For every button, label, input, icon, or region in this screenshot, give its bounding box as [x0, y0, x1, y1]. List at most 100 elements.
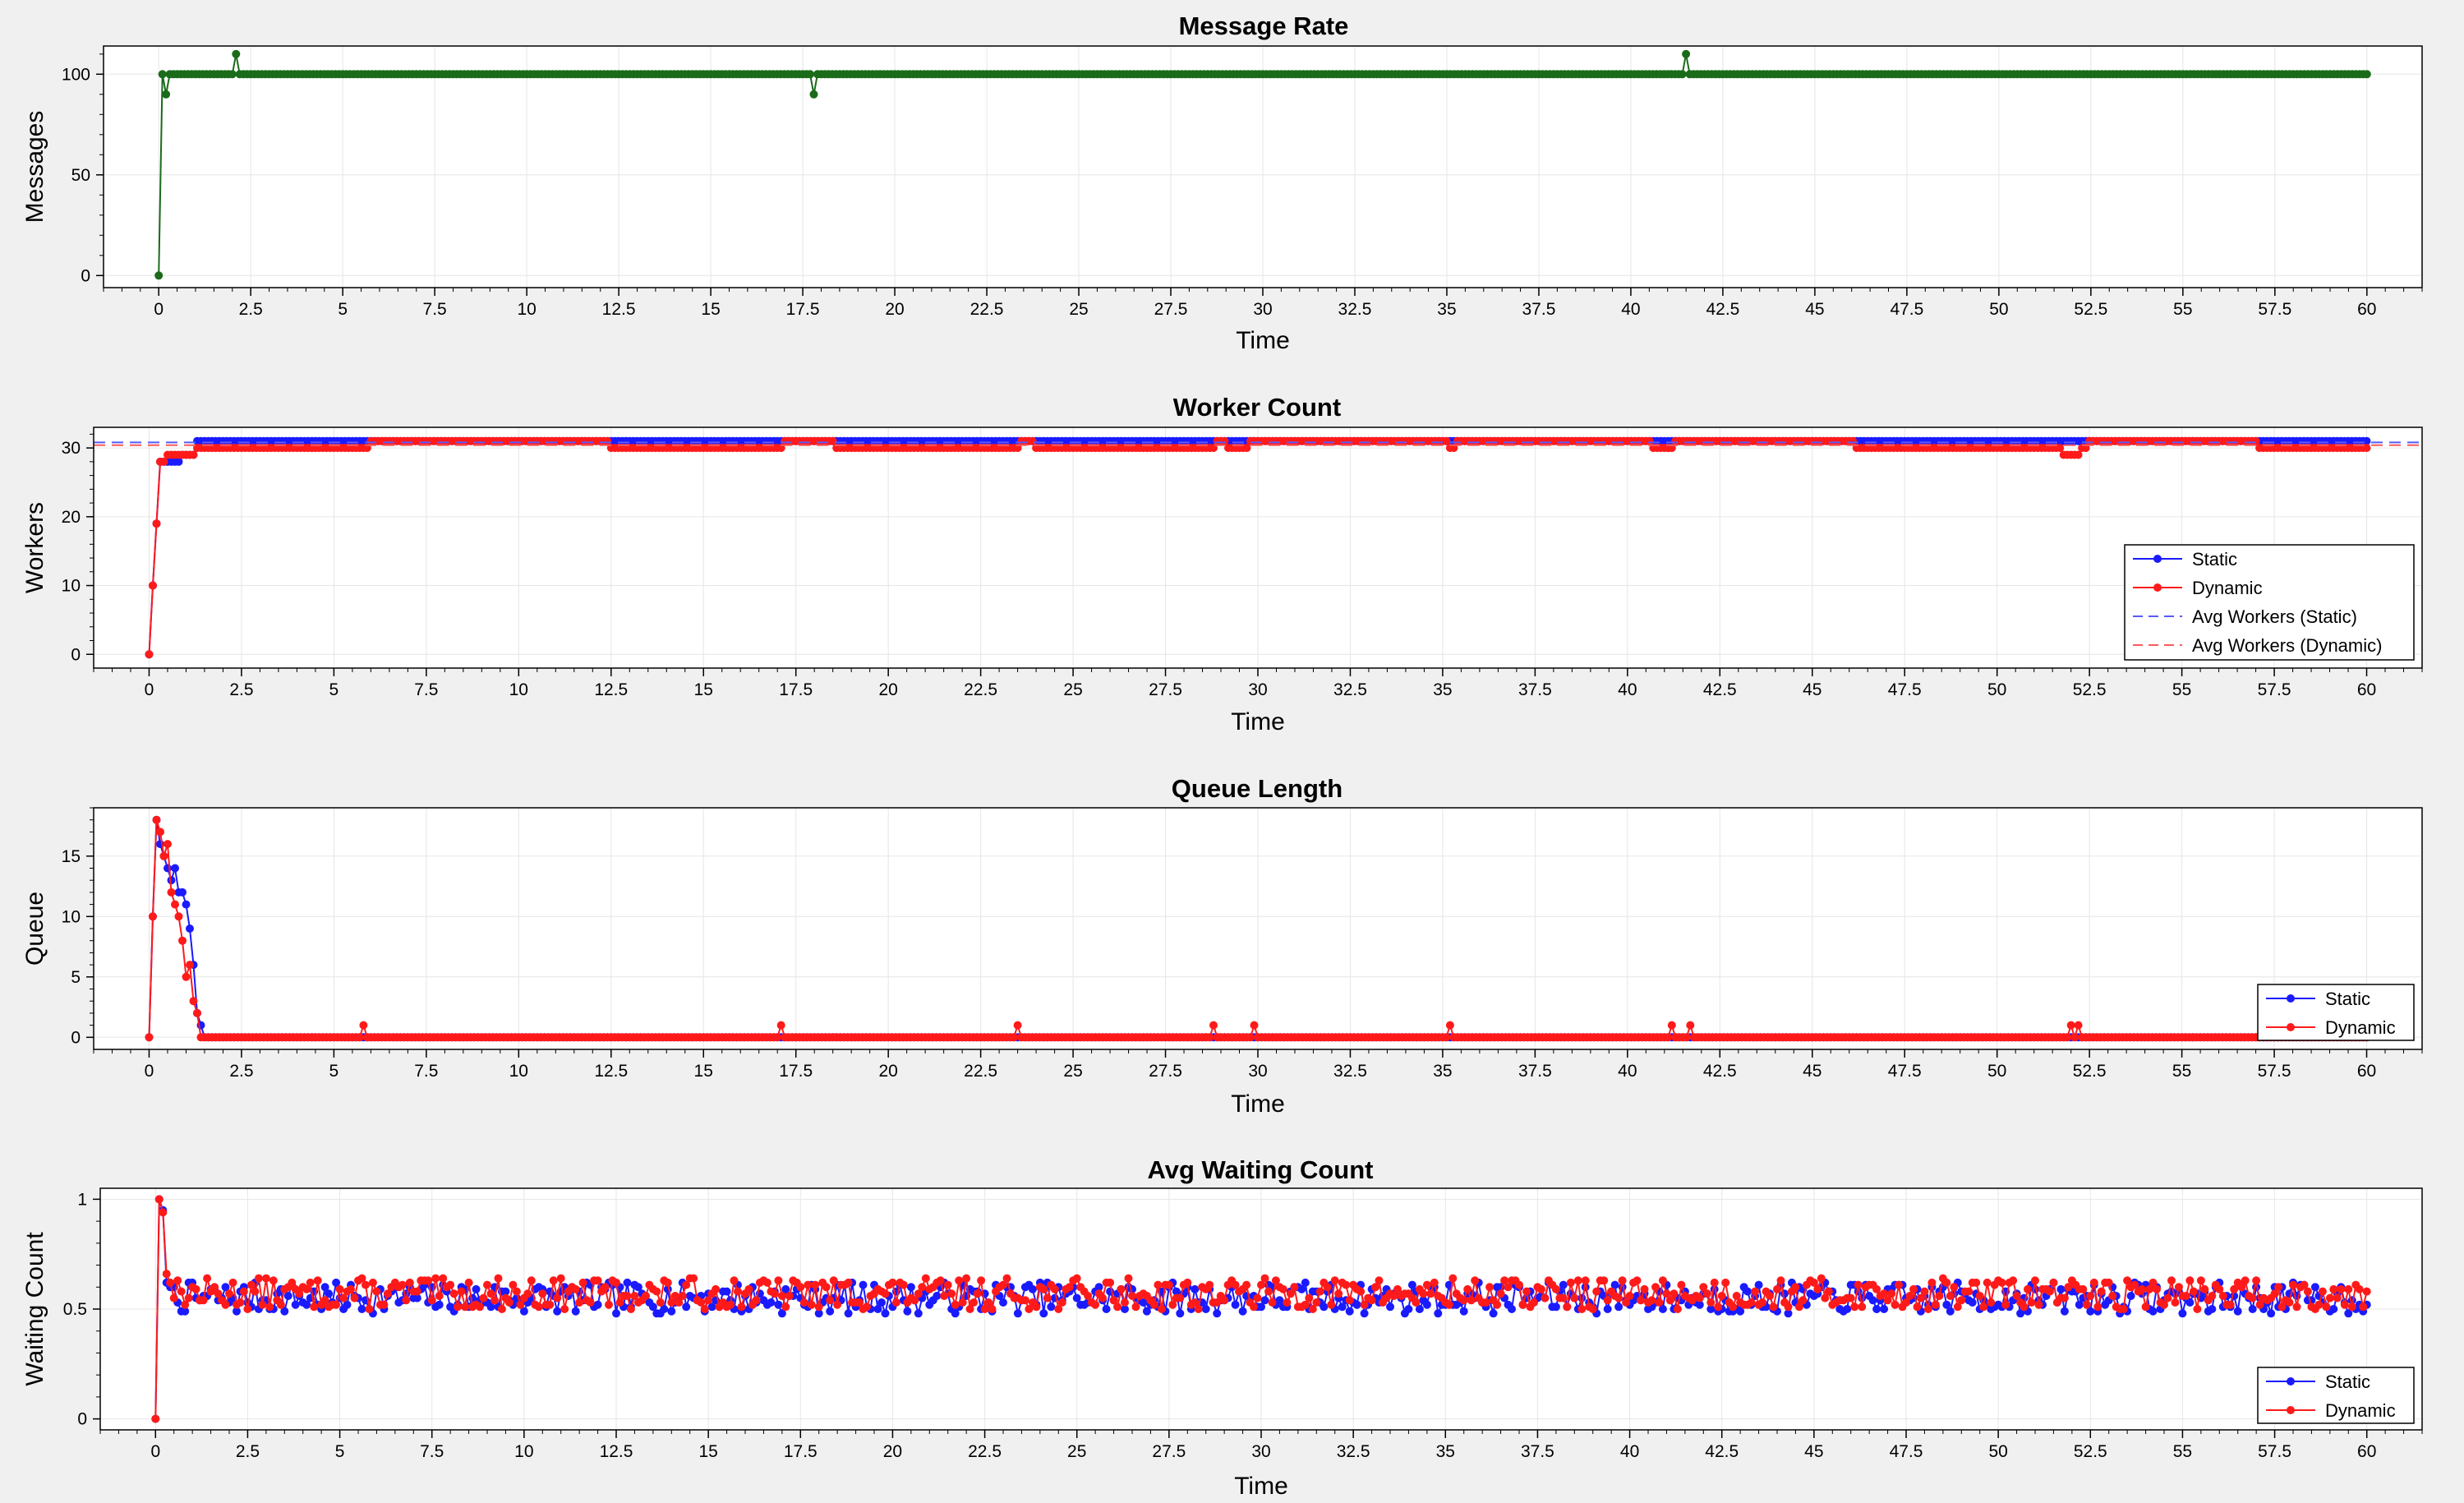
data-point [1342, 1280, 1351, 1289]
data-point [1858, 1302, 1867, 1312]
data-point [2104, 1278, 2113, 1287]
data-point [1039, 1309, 1048, 1318]
data-point [313, 1276, 322, 1285]
data-point [752, 1296, 761, 1305]
data-point [988, 1305, 997, 1313]
data-point [936, 1276, 945, 1285]
data-point [1422, 1300, 1431, 1309]
data-point [2362, 70, 2371, 79]
data-point [479, 1293, 488, 1302]
data-point [167, 888, 176, 897]
data-point [1824, 1287, 1833, 1296]
data-point [1784, 1309, 1793, 1318]
data-point [276, 1300, 285, 1309]
data-point [1566, 1278, 1575, 1287]
data-point [630, 1292, 639, 1300]
data-point [1813, 1284, 1822, 1293]
data-point [1025, 1305, 1034, 1313]
data-point [2237, 1283, 2246, 1292]
data-point [177, 1287, 186, 1296]
data-point [1677, 1280, 1686, 1289]
data-point [1290, 1283, 1299, 1292]
data-point [534, 1302, 543, 1312]
data-point [652, 1287, 661, 1296]
data-point [2193, 1305, 2202, 1313]
data-point [1485, 1283, 1495, 1292]
data-point [1581, 1276, 1590, 1285]
data-point [906, 1283, 915, 1292]
x-tick-label: 50 [1989, 300, 2008, 319]
data-point [1670, 1289, 1679, 1298]
data-point [1651, 1283, 1660, 1292]
data-point [1964, 1287, 1974, 1296]
data-point [1283, 1298, 1292, 1307]
data-point [560, 1305, 569, 1313]
data-point [1529, 1298, 1538, 1307]
data-point [2274, 1283, 2283, 1292]
x-tick-label: 42.5 [1703, 1062, 1737, 1081]
data-point [1109, 1296, 1118, 1305]
data-point [291, 1300, 300, 1309]
data-point [152, 519, 161, 528]
data-point [1057, 1298, 1066, 1307]
data-point [1658, 1276, 1667, 1285]
data-point [999, 1280, 1007, 1289]
data-point [1902, 1298, 1910, 1307]
data-point [1149, 1300, 1158, 1309]
data-point [873, 1305, 882, 1313]
x-tick-label: 32.5 [1333, 680, 1367, 699]
data-point [1592, 1287, 1601, 1296]
data-point [1695, 1293, 1704, 1302]
data-point [1667, 1021, 1676, 1030]
data-point [412, 1293, 421, 1302]
legend-label: Static [2192, 549, 2237, 569]
x-tick-label: 45 [1803, 680, 1822, 699]
data-point [2034, 1300, 2043, 1309]
data-point [877, 1298, 886, 1307]
data-point [1231, 1280, 1240, 1289]
data-point [2208, 1305, 2217, 1313]
data-point [1489, 1309, 1498, 1318]
data-point [1743, 1287, 1752, 1296]
data-point [174, 912, 183, 921]
data-point [734, 1287, 742, 1296]
data-point [2020, 1302, 2029, 1312]
x-tick-label: 2.5 [229, 1062, 253, 1081]
data-point [1039, 1284, 1048, 1293]
data-point [1213, 1309, 1222, 1318]
data-point [2325, 1293, 2334, 1302]
data-point [2300, 1280, 2309, 1289]
data-point [1371, 1283, 1380, 1292]
y-axis-label: Queue [21, 892, 48, 966]
data-point [697, 1298, 706, 1307]
data-point [1891, 1300, 1900, 1309]
data-point [730, 1276, 739, 1285]
data-point [1327, 1300, 1336, 1309]
data-point [1367, 1296, 1376, 1305]
x-tick-label: 40 [1621, 300, 1640, 319]
data-point [571, 1284, 580, 1293]
y-axis-label: Messages [21, 111, 48, 224]
data-point [1032, 1302, 1041, 1312]
data-point [171, 900, 179, 909]
data-point [398, 1280, 407, 1289]
data-point [2093, 1302, 2102, 1312]
data-point [1330, 1276, 1339, 1285]
data-point [1360, 1309, 1369, 1318]
data-point [1172, 1287, 1181, 1296]
data-point [1050, 1284, 1059, 1293]
data-point [1257, 1302, 1265, 1312]
y-tick-label: 15 [62, 847, 81, 866]
data-point [770, 1289, 779, 1298]
data-point [1375, 1276, 1384, 1285]
data-point [1850, 1302, 1859, 1312]
legend: Static Dynamic [2257, 984, 2415, 1041]
data-point [189, 997, 198, 1006]
data-point [1010, 1033, 1019, 1042]
data-point [1942, 1300, 1951, 1309]
data-point [2337, 1284, 2346, 1293]
data-point [2285, 1298, 2294, 1307]
data-point [158, 70, 167, 79]
data-point [181, 1300, 190, 1309]
data-point [1717, 1292, 1726, 1300]
